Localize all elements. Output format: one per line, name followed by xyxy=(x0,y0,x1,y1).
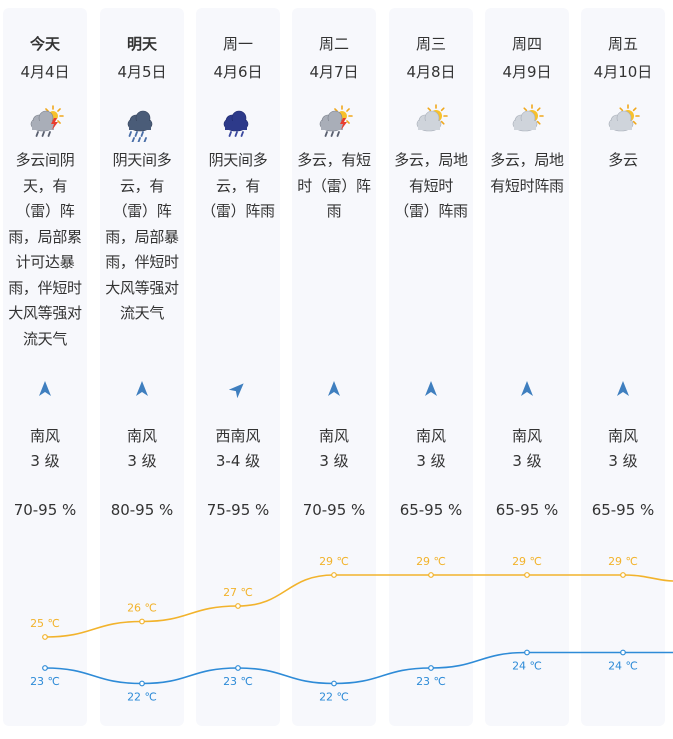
day-date: 4月5日 xyxy=(117,63,167,81)
wind-direction: 南风 xyxy=(318,427,349,445)
partly-cloudy-icon xyxy=(416,104,448,132)
humidity: 65-95 % xyxy=(495,501,559,519)
weather-description: 多云，局地有短时阵雨 xyxy=(490,151,564,195)
day-date: 4月10日 xyxy=(593,63,653,81)
day-column: 今天 4月4日多云间阴天，有（雷）阵雨，局部累计可达暴雨，伴短时大风等强对流天气南… xyxy=(3,8,87,726)
north-arrow-icon xyxy=(521,381,533,396)
weather-description: 多云，有短时（雷）阵雨 xyxy=(297,151,371,220)
day-column: 周一 4月6日阴天间多云，有（雷）阵雨西南风 3-4 级 75-95 % xyxy=(196,8,280,726)
humidity: 80-95 % xyxy=(110,501,174,519)
wind-level: 3 级 xyxy=(30,452,60,470)
day-column: 周二 4月7日多云，有短时（雷）阵雨南风 3 级 70-95 % xyxy=(292,8,376,726)
day-name: 周二 xyxy=(318,35,349,53)
day-date: 4月9日 xyxy=(502,63,552,81)
humidity: 65-95 % xyxy=(399,501,463,519)
wind-direction: 南风 xyxy=(511,427,542,445)
wind-level: 3 级 xyxy=(608,452,638,470)
wind-direction: 南风 xyxy=(126,427,157,445)
heavy-rain-icon xyxy=(127,110,153,142)
weather-description: 阴天间多云，有（雷）阵雨 xyxy=(201,151,275,220)
wind-direction: 南风 xyxy=(29,427,60,445)
north-arrow-icon xyxy=(617,381,629,396)
northeast-arrow-icon xyxy=(229,383,244,398)
wind-direction: 南风 xyxy=(415,427,446,445)
wind-direction: 西南风 xyxy=(215,427,261,445)
partly-cloudy-icon xyxy=(608,104,640,132)
day-name: 周一 xyxy=(222,35,253,53)
wind-direction: 南风 xyxy=(607,427,638,445)
cloudy-thunder-rain-icon xyxy=(30,105,64,137)
partly-cloudy-icon xyxy=(512,104,544,132)
day-name: 今天 xyxy=(29,35,60,53)
cloudy-thunder-rain-icon xyxy=(319,105,353,137)
day-name: 周三 xyxy=(415,35,446,53)
day-name: 周五 xyxy=(607,35,638,53)
overcast-thunder-rain-icon xyxy=(223,110,249,137)
day-date: 4月7日 xyxy=(309,63,359,81)
wind-level: 3 级 xyxy=(512,452,542,470)
weather-description: 多云间阴天，有（雷）阵雨，局部累计可达暴雨，伴短时大风等强对流天气 xyxy=(8,151,82,348)
weather-description: 多云，局地有短时（雷）阵雨 xyxy=(394,151,468,220)
humidity: 70-95 % xyxy=(302,501,366,519)
humidity: 65-95 % xyxy=(591,501,655,519)
day-date: 4月8日 xyxy=(406,63,456,81)
weather-description: 阴天间多云，有（雷）阵雨，局部暴雨，伴短时大风等强对流天气 xyxy=(105,151,179,322)
wind-level: 3 级 xyxy=(127,452,157,470)
humidity: 75-95 % xyxy=(206,501,270,519)
north-arrow-icon xyxy=(425,381,437,396)
north-arrow-icon xyxy=(328,381,340,396)
north-arrow-icon xyxy=(39,381,51,396)
weather-description: 多云 xyxy=(608,151,638,169)
day-column: 周四 4月9日多云，局地有短时阵雨南风 3 级 65-95 % xyxy=(485,8,569,726)
day-name: 明天 xyxy=(126,35,157,53)
wind-level: 3-4 级 xyxy=(215,452,261,470)
day-column: 明天 4月5日阴天间多云，有（雷）阵雨，局部暴雨，伴短时大风等强对流天气南风 3 级… xyxy=(100,8,184,726)
day-column: 周三 4月8日多云，局地有短时（雷）阵雨南风 3 级 65-95 % xyxy=(389,8,473,726)
day-date: 4月4日 xyxy=(20,63,70,81)
humidity: 70-95 % xyxy=(13,501,77,519)
day-date: 4月6日 xyxy=(213,63,263,81)
wind-level: 3 级 xyxy=(319,452,349,470)
day-name: 周四 xyxy=(511,35,542,53)
north-arrow-icon xyxy=(136,381,148,396)
day-column: 周五 4月10日多云南风 3 级 65-95 % xyxy=(581,8,665,726)
wind-level: 3 级 xyxy=(416,452,446,470)
